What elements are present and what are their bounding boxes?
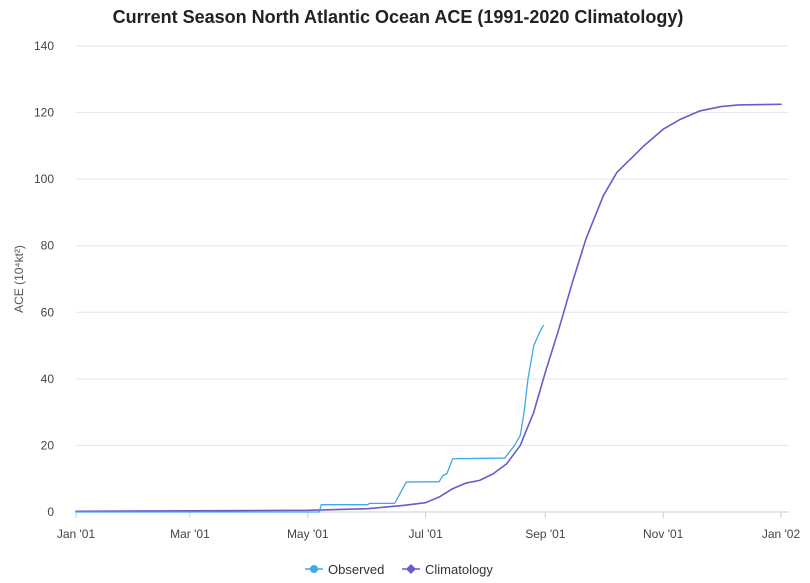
series-line-observed[interactable] — [75, 324, 545, 513]
x-tick-label: Jul '01 — [408, 527, 443, 541]
legend-item-climatology[interactable]: Climatology — [402, 562, 493, 577]
y-tick-label: 20 — [41, 438, 55, 452]
y-tick-label: 0 — [47, 505, 54, 519]
y-tick-label: 40 — [41, 372, 55, 386]
y-tick-label: 120 — [34, 106, 54, 120]
x-tick-label: Jan '02 — [762, 527, 801, 541]
x-tick-label: Jan '01 — [57, 527, 96, 541]
x-tick-label: Sep '01 — [525, 527, 566, 541]
y-tick-label: 60 — [41, 305, 55, 319]
x-tick-label: Mar '01 — [170, 527, 210, 541]
legend-item-observed[interactable]: Observed — [305, 562, 384, 577]
legend-climatology-marker — [406, 564, 416, 574]
x-axis-ticks: Jan '01 Mar '01 May '01 Jul '01 Sep '01 Nov '… — [57, 512, 801, 541]
legend: Observed Climatology — [305, 562, 493, 577]
series-line-climatology[interactable] — [75, 103, 782, 513]
y-axis-label: ACE (10⁴kt²) — [12, 245, 26, 313]
legend-climatology-label: Climatology — [425, 562, 493, 577]
y-tick-label: 80 — [41, 239, 55, 253]
x-tick-label: May '01 — [287, 527, 329, 541]
chart-title: Current Season North Atlantic Ocean ACE … — [113, 7, 684, 27]
y-tick-label: 100 — [34, 172, 54, 186]
legend-observed-marker — [310, 565, 318, 573]
legend-observed-label: Observed — [328, 562, 384, 577]
series-lines — [75, 103, 782, 513]
y-axis-ticks: 0 20 40 60 80 100 120 140 — [34, 39, 54, 519]
gridlines — [76, 45, 789, 446]
y-tick-label: 140 — [34, 39, 54, 53]
x-tick-label: Nov '01 — [643, 527, 684, 541]
